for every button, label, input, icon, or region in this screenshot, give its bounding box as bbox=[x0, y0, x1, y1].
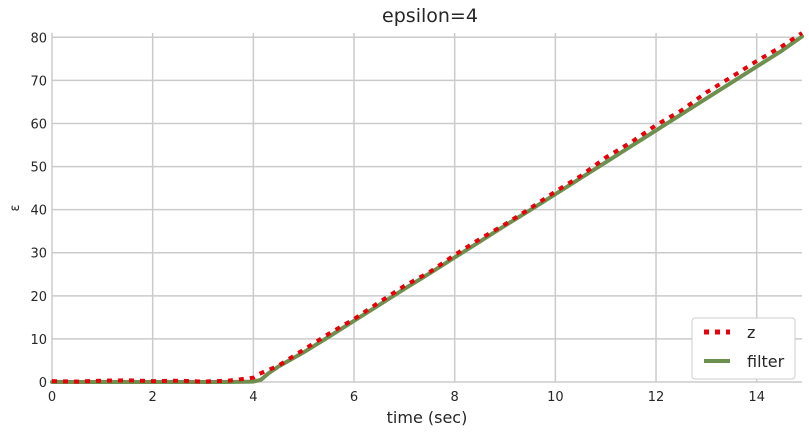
y-tick-label: 50 bbox=[30, 161, 47, 176]
y-tick-label: 20 bbox=[30, 290, 47, 305]
tick-layer: 0 2 4 6 8 10 12 14 0 10 20 30 40 50 60 70 80 bbox=[30, 31, 765, 405]
y-axis-label: ε bbox=[8, 204, 23, 211]
y-tick-label: 80 bbox=[30, 31, 47, 46]
y-tick-label: 40 bbox=[30, 204, 47, 219]
x-tick-label: 12 bbox=[648, 390, 665, 405]
legend-label-z: z bbox=[747, 323, 755, 342]
x-tick-label: 0 bbox=[48, 390, 56, 405]
x-axis-label: time (sec) bbox=[387, 408, 468, 427]
x-tick-label: 2 bbox=[149, 390, 157, 405]
y-tick-label: 60 bbox=[30, 117, 47, 132]
x-tick-label: 6 bbox=[350, 390, 358, 405]
x-tick-label: 4 bbox=[249, 390, 257, 405]
legend: z filter bbox=[691, 317, 796, 380]
chart-title: epsilon=4 bbox=[382, 5, 478, 27]
series-layer bbox=[50, 31, 804, 384]
y-tick-label: 30 bbox=[30, 247, 47, 262]
x-tick-label: 8 bbox=[451, 390, 459, 405]
grid-layer bbox=[51, 33, 802, 383]
y-tick-label: 70 bbox=[30, 74, 47, 89]
x-tick-label: 14 bbox=[748, 390, 765, 405]
legend-label-filter: filter bbox=[747, 352, 785, 371]
x-tick-label: 10 bbox=[547, 390, 564, 405]
y-tick-label: 0 bbox=[39, 376, 47, 391]
y-tick-label: 10 bbox=[30, 333, 47, 348]
